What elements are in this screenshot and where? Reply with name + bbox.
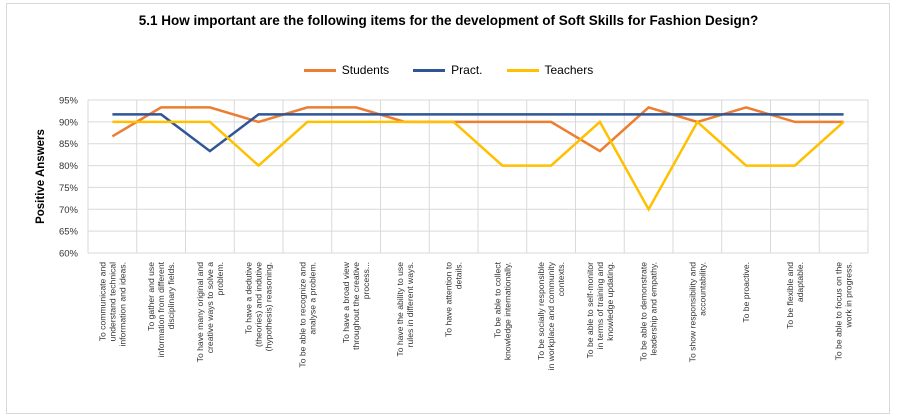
x-tick-label: To be able to collectknowledge internati…: [492, 261, 512, 360]
y-tick-label: 65%: [59, 227, 79, 238]
legend-label-pract: Pract.: [451, 63, 483, 77]
x-tick-label: To have a dedutive(theories) and indutiv…: [244, 262, 274, 352]
legend: Students Pract. Teachers: [0, 63, 897, 77]
y-tick-label: 70%: [59, 205, 79, 216]
legend-label-students: Students: [341, 63, 390, 77]
legend-item-pract: Pract.: [413, 63, 483, 77]
legend-swatch-teachers: [506, 68, 539, 72]
y-tick-label: 95%: [59, 96, 79, 107]
legend-item-teachers: Teachers: [506, 63, 594, 77]
series-line-pract: [112, 113, 844, 153]
y-tick-label: 85%: [59, 139, 79, 150]
legend-swatch-pract: [413, 68, 446, 72]
y-tick-label: 75%: [59, 183, 79, 194]
y-axis-label: Positive Answers: [35, 129, 47, 224]
chart-title: 5.1 How important are the following item…: [0, 12, 897, 29]
legend-label-teachers: Teachers: [544, 63, 594, 77]
series-line-teachers: [112, 119, 845, 212]
x-tick-label: To be able to self-monitorin terms of tr…: [585, 262, 615, 359]
x-tick-label: To be flexible andadaptable.: [785, 262, 805, 329]
y-tick-label: 90%: [59, 117, 79, 128]
x-tick-label: To be able to demonstrateleadership and …: [639, 262, 659, 362]
x-tick-label: To be able to recognize andanalyse a pro…: [297, 262, 317, 368]
legend-item-students: Students: [303, 63, 390, 77]
x-tick-label: To gather and useinformation from differ…: [146, 261, 176, 357]
chart-title-text: 5.1 How important are the following item…: [138, 13, 759, 28]
x-tick-label: To have many original andcreative ways t…: [195, 262, 225, 363]
x-tick-label: To communicate andunderstand technicalin…: [97, 262, 127, 347]
x-tick-label: To be proactive.: [741, 262, 751, 323]
x-tick-label: To have the ability to userules in diffe…: [395, 262, 415, 357]
y-tick-label: 80%: [59, 161, 79, 172]
x-tick-label: To have a broad viewthroughout the creat…: [341, 261, 371, 350]
legend-swatch-students: [303, 68, 336, 72]
x-tick-label: To be socially responsiblein workplace a…: [536, 261, 566, 370]
x-tick-label: To be able to focus on thework in progre…: [834, 262, 854, 361]
x-tick-label: To show responsibility andaccountability…: [687, 262, 707, 363]
y-tick-label: 60%: [59, 249, 79, 260]
x-tick-label: To have attention todetails.: [444, 262, 464, 337]
chart-frame: [6, 3, 890, 414]
